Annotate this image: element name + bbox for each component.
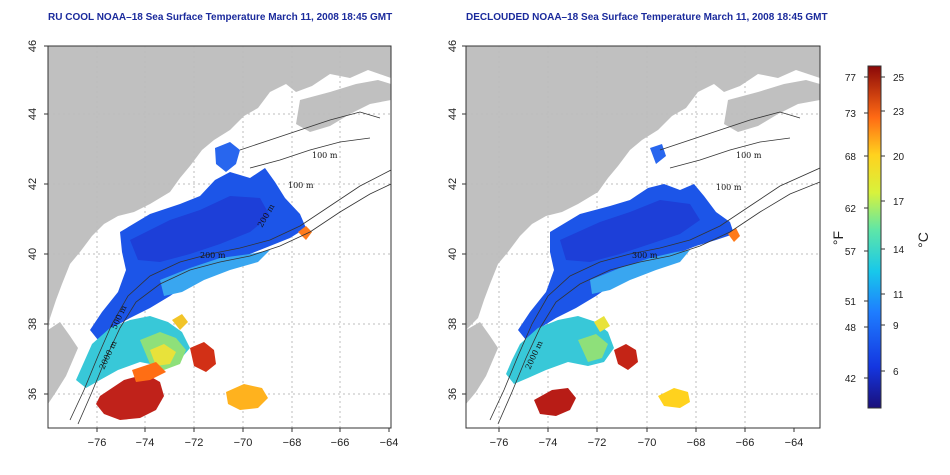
x-tick-label: −72 bbox=[185, 437, 204, 449]
y-tick-label: 42 bbox=[447, 178, 459, 190]
x-tick-label: −70 bbox=[638, 437, 657, 449]
fahrenheit-tick: 42 bbox=[845, 374, 857, 385]
left-sst-gulf-stream-edge bbox=[132, 362, 166, 382]
left-bathymetry-contours bbox=[69, 111, 391, 425]
celsius-tick: 17 bbox=[893, 197, 905, 208]
celsius-tick: 14 bbox=[893, 245, 905, 256]
right-sst-warm-tongue bbox=[578, 334, 608, 362]
celsius-tick: 20 bbox=[893, 152, 905, 163]
right-sst-eddy-ne bbox=[728, 228, 740, 242]
y-tick-label: 36 bbox=[447, 388, 459, 400]
left-sst-cold-core bbox=[130, 196, 270, 262]
left-sst-gulf-stream bbox=[96, 374, 164, 420]
right-contour-label: 100 m bbox=[716, 183, 742, 192]
fahrenheit-tick: 77 bbox=[845, 73, 857, 84]
right-sst-cold-core bbox=[560, 200, 700, 262]
left-land-peninsula bbox=[48, 322, 78, 404]
y-tick-label: 46 bbox=[447, 40, 459, 52]
x-tick-label: −68 bbox=[687, 437, 706, 449]
left-map-panel: 100 m 100 m 200 m 200 m 500 m 2000 m −76… bbox=[27, 40, 398, 449]
left-sst-eddy-ne bbox=[298, 226, 312, 240]
y-tick-label: 46 bbox=[27, 40, 39, 52]
fahrenheit-tick: 51 bbox=[845, 297, 857, 308]
left-sst-warm-filament bbox=[150, 344, 176, 366]
x-tick-label: −70 bbox=[234, 437, 253, 449]
x-tick-label: −72 bbox=[588, 437, 607, 449]
colorbar-gradient bbox=[867, 65, 882, 409]
y-tick-label: 40 bbox=[447, 248, 459, 260]
celsius-tick: 23 bbox=[893, 107, 905, 118]
x-tick-label: −64 bbox=[785, 437, 804, 449]
left-panel-title: RU COOL NOAA–18 Sea Surface Temperature … bbox=[48, 12, 393, 23]
y-tick-label: 42 bbox=[27, 178, 39, 190]
right-sst-warm-eddy bbox=[614, 344, 638, 370]
x-tick-label: −68 bbox=[283, 437, 302, 449]
left-contour-label: 100 m bbox=[312, 151, 338, 160]
y-tick-label: 44 bbox=[447, 108, 459, 120]
left-sst-field bbox=[76, 142, 312, 420]
left-x-axis: −76 −74 −72 −70 −68 −66 −64 bbox=[88, 428, 399, 449]
right-contour-label: 300 m bbox=[632, 251, 658, 260]
x-tick-label: −76 bbox=[490, 437, 509, 449]
celsius-tick: 11 bbox=[893, 290, 904, 301]
left-land-nova-scotia bbox=[296, 80, 391, 132]
left-sst-east-warm bbox=[226, 384, 268, 410]
x-tick-label: −76 bbox=[88, 437, 107, 449]
right-panel-title: DECLOUDED NOAA–18 Sea Surface Temperatur… bbox=[466, 12, 828, 23]
celsius-tick: 6 bbox=[893, 367, 899, 378]
right-land-nova-scotia bbox=[724, 80, 820, 132]
right-contour-label: 100 m bbox=[736, 151, 762, 160]
right-land-peninsula bbox=[466, 322, 498, 404]
right-sst-east-warm bbox=[658, 388, 690, 408]
left-sst-gulf-maine bbox=[215, 142, 240, 172]
left-y-axis: 36 38 40 42 44 46 bbox=[27, 40, 48, 400]
left-sst-yellow-patch bbox=[172, 314, 188, 330]
fahrenheit-tick: 48 bbox=[845, 323, 857, 334]
celsius-tick: 9 bbox=[893, 321, 899, 332]
right-plot-frame bbox=[465, 45, 821, 429]
y-tick-label: 36 bbox=[27, 388, 39, 400]
right-sst-shelf-edge bbox=[590, 250, 690, 294]
right-bathymetry-contours bbox=[489, 111, 820, 425]
y-tick-label: 40 bbox=[27, 248, 39, 260]
x-tick-label: −64 bbox=[380, 437, 399, 449]
right-y-axis: 36 38 40 42 44 46 bbox=[447, 40, 466, 400]
left-sst-warm-eddy bbox=[190, 342, 216, 372]
fahrenheit-tick: 57 bbox=[845, 247, 857, 258]
temperature-colorbar: 77 73 68 62 57 51 48 42 25 23 20 17 14 1… bbox=[830, 65, 931, 409]
left-contour-label: 200 m bbox=[200, 251, 226, 260]
right-sst-field bbox=[506, 144, 740, 416]
celsius-tick: 25 bbox=[893, 73, 905, 84]
left-sst-shelf-edge bbox=[160, 250, 270, 296]
right-land-mass bbox=[466, 46, 820, 330]
fahrenheit-tick: 73 bbox=[845, 109, 857, 120]
fahrenheit-tick: 68 bbox=[845, 152, 857, 163]
left-contour-label: 100 m bbox=[288, 181, 314, 190]
x-tick-label: −74 bbox=[136, 437, 155, 449]
right-sst-warm-filament bbox=[594, 316, 610, 332]
left-plot-frame bbox=[47, 45, 392, 429]
celsius-unit-label: °C bbox=[915, 232, 931, 248]
x-tick-label: −66 bbox=[331, 437, 350, 449]
fahrenheit-unit-label: °F bbox=[830, 231, 846, 245]
y-tick-label: 38 bbox=[27, 318, 39, 330]
y-tick-label: 44 bbox=[27, 108, 39, 120]
fahrenheit-tick: 62 bbox=[845, 204, 857, 215]
right-sst-slope-water bbox=[506, 316, 614, 384]
right-sst-gulf-stream bbox=[534, 388, 576, 416]
right-map-panel: 100 m 100 m 300 m 2000 m −76 −74 −72 −70… bbox=[447, 40, 821, 449]
right-x-axis: −76 −74 −72 −70 −68 −66 −64 bbox=[490, 428, 804, 449]
x-tick-label: −74 bbox=[539, 437, 558, 449]
x-tick-label: −66 bbox=[736, 437, 755, 449]
y-tick-label: 38 bbox=[447, 318, 459, 330]
left-land-mass bbox=[48, 46, 391, 330]
